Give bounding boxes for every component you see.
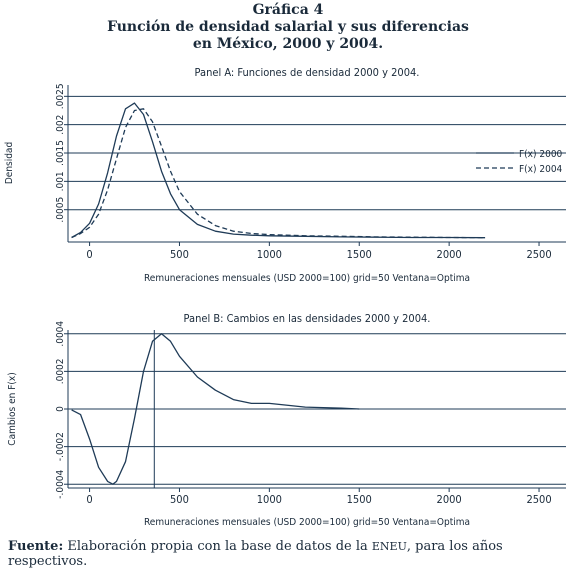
panel-a-xtick-label: 2000	[437, 248, 462, 261]
panel-b-xtick-label: 2000	[437, 493, 462, 506]
panel-b-xtick-label: 0	[86, 493, 92, 506]
panel-a-series-line-2000	[71, 102, 486, 239]
source-note: Fuente: Elaboración propia con la base d…	[8, 539, 576, 569]
panel-b-title: Panel B: Cambios en las densidades 2000 …	[184, 312, 431, 325]
panel-b-y-axis-label: Cambios en F(x)	[7, 372, 18, 445]
panel-a-y-axis-label: Densidad	[4, 142, 15, 184]
panel-a-ytick-label: .002	[55, 115, 66, 135]
panel-b-xtick-label: 1000	[257, 493, 282, 506]
panel-b-series-line-0	[71, 333, 360, 485]
panel-b-ytick-label: .0004	[55, 321, 66, 347]
panel-a-xtick-label: 500	[170, 248, 189, 261]
panel-b-ytick-label: -.0002	[55, 432, 66, 461]
source-acronym: ENEU	[371, 540, 407, 553]
panel-a-xtick-label: 1500	[347, 248, 372, 261]
panel-a-xtick-label: 0	[86, 248, 92, 261]
figure-title-line2: en México, 2000 y 2004.	[192, 36, 384, 52]
panel-a-title: Panel A: Funciones de densidad 2000 y 20…	[195, 66, 420, 79]
panel-a-ytick-label: .0025	[55, 83, 66, 109]
panel-a-ytick-label: .0005	[55, 197, 66, 223]
panel-b-ytick-label: 0	[55, 406, 66, 412]
panel-a-ytick-label: .001	[55, 171, 66, 191]
panel-a-x-axis-label: Remuneraciones mensuales (USD 2000=100) …	[144, 273, 470, 284]
panel-a-xtick-label: 2500	[526, 248, 551, 261]
source-text: Elaboración propia con la base de datos …	[67, 539, 368, 554]
figure-title-line1: Función de densidad salarial y sus difer…	[107, 19, 469, 35]
panel-b-x-axis-label: Remuneraciones mensuales (USD 2000=100) …	[144, 517, 470, 528]
panel-a-ytick-label: .0015	[55, 140, 66, 166]
figure-label: Gráfica 4	[252, 2, 324, 18]
panel-a-xtick-label: 1000	[257, 248, 282, 261]
panel-b-xtick-label: 500	[170, 493, 189, 506]
panel-b-xtick-label: 2500	[526, 493, 551, 506]
panel-b-ytick-label: .0002	[55, 359, 66, 385]
panel-b-ytick-label: -.0004	[55, 469, 66, 498]
panel-a-legend-label: F(x) 2004	[519, 164, 563, 175]
panel-a-series-line-2004	[71, 108, 486, 239]
panel-b-xtick-label: 1500	[347, 493, 372, 506]
source-prefix: Fuente:	[8, 539, 64, 554]
panel-a-legend-label: F(x) 2000	[519, 149, 563, 160]
